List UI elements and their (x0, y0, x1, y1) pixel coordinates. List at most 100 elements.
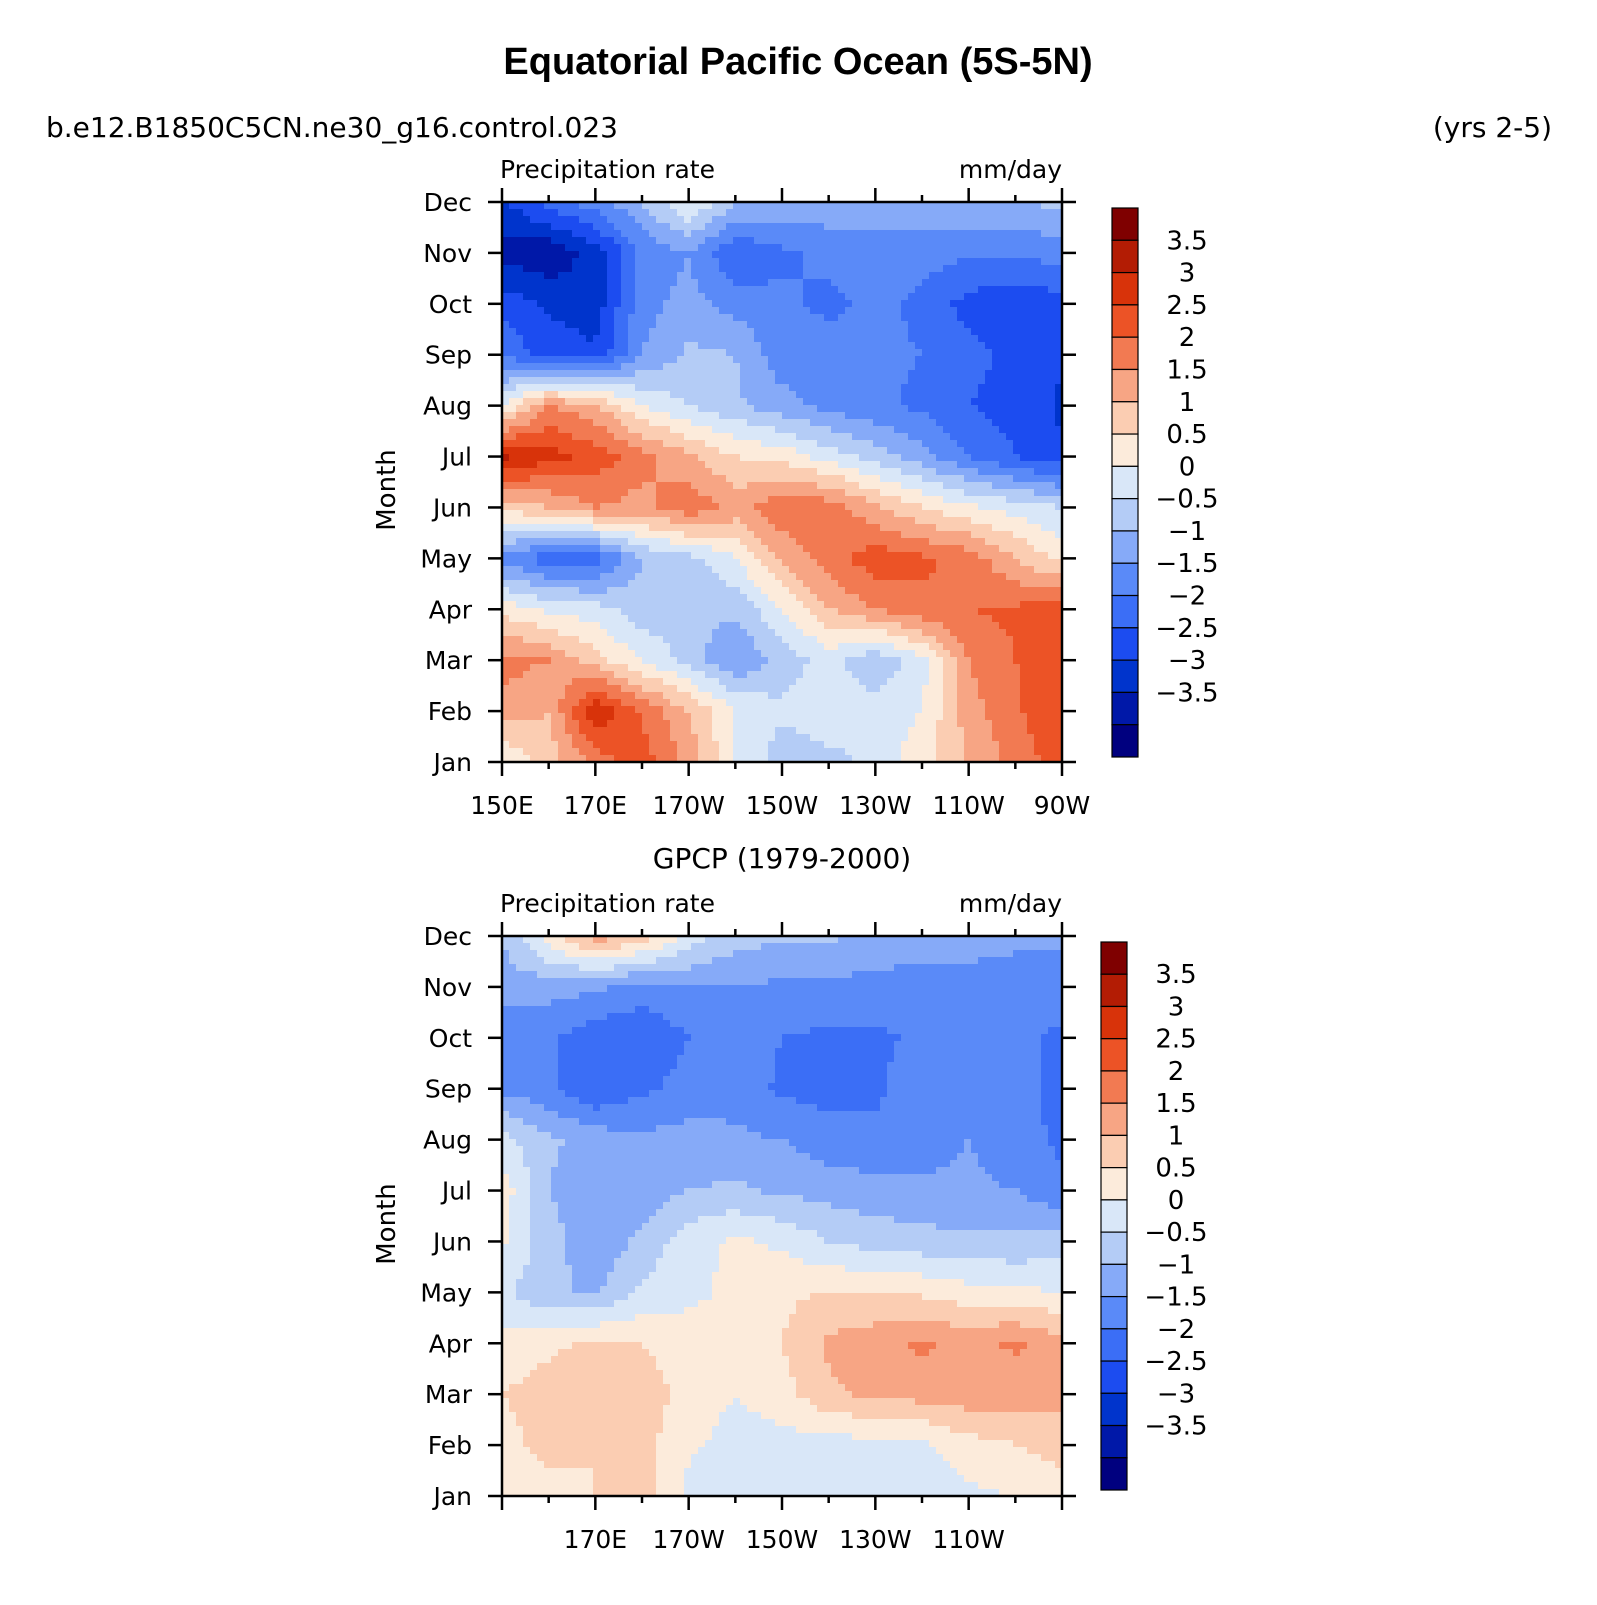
field-cell (663, 293, 671, 301)
field-cell (530, 475, 538, 483)
field-cell (957, 321, 965, 329)
field-cell (523, 265, 531, 273)
field-cell (726, 580, 734, 588)
field-cell (684, 545, 692, 553)
field-cell (1020, 272, 1028, 280)
field-cell (537, 510, 545, 518)
field-cell (537, 293, 545, 301)
field-cell (936, 391, 944, 399)
field-cell (950, 615, 958, 623)
field-cell (859, 384, 867, 392)
field-cell (852, 524, 860, 532)
field-cell (537, 342, 545, 350)
field-cell (992, 377, 1000, 385)
field-cell (551, 223, 559, 231)
field-cell (502, 622, 510, 630)
field-cell (824, 272, 832, 280)
field-cell (824, 419, 832, 427)
field-cell (670, 293, 678, 301)
field-cell (544, 223, 552, 231)
field-cell (775, 531, 783, 539)
field-cell (740, 489, 748, 497)
field-cell (691, 587, 699, 595)
field-cell (1055, 202, 1063, 210)
field-cell (894, 286, 902, 294)
field-cell (684, 482, 692, 490)
field-cell (845, 321, 853, 329)
field-cell (537, 461, 545, 469)
field-cell (964, 538, 972, 546)
field-cell (915, 307, 923, 315)
field-cell (705, 321, 713, 329)
field-cell (999, 580, 1007, 588)
field-cell (754, 496, 762, 504)
field-cell (866, 237, 874, 245)
field-cell (1041, 559, 1049, 567)
field-cell (1027, 370, 1035, 378)
field-cell (726, 237, 734, 245)
field-cell (768, 363, 776, 371)
field-cell (502, 349, 510, 357)
field-cell (768, 300, 776, 308)
field-cell (600, 468, 608, 476)
field-cell (635, 615, 643, 623)
field-cell (572, 307, 580, 315)
field-cell (698, 391, 706, 399)
field-cell (964, 335, 972, 343)
field-cell (1020, 384, 1028, 392)
field-cell (586, 580, 594, 588)
field-cell (607, 405, 615, 413)
field-cell (768, 370, 776, 378)
field-cell (537, 321, 545, 329)
field-cell (740, 433, 748, 441)
field-cell (978, 545, 986, 553)
field-cell (670, 412, 678, 420)
field-cell (943, 468, 951, 476)
field-cell (845, 524, 853, 532)
field-cell (593, 405, 601, 413)
field-cell (579, 405, 587, 413)
field-cell (719, 503, 727, 511)
field-cell (782, 370, 790, 378)
field-cell (789, 615, 797, 623)
field-cell (726, 559, 734, 567)
field-cell (992, 349, 1000, 357)
field-cell (663, 300, 671, 308)
field-cell (740, 475, 748, 483)
field-cell (691, 566, 699, 574)
field-cell (530, 216, 538, 224)
field-cell (502, 433, 510, 441)
field-cell (530, 531, 538, 539)
field-cell (1013, 531, 1021, 539)
field-cell (866, 531, 874, 539)
year-range: (yrs 2-5) (1433, 111, 1552, 144)
field-cell (852, 363, 860, 371)
field-cell (796, 412, 804, 420)
field-cell (572, 349, 580, 357)
field-cell (999, 279, 1007, 287)
field-cell (887, 356, 895, 364)
field-cell (663, 454, 671, 462)
field-cell (698, 279, 706, 287)
field-cell (887, 517, 895, 525)
field-cell (579, 496, 587, 504)
field-cell (761, 335, 769, 343)
field-cell (684, 209, 692, 217)
field-cell (880, 321, 888, 329)
field-cell (621, 433, 629, 441)
field-cell (943, 216, 951, 224)
field-cell (593, 363, 601, 371)
field-cell (719, 335, 727, 343)
field-cell (656, 209, 664, 217)
field-cell (901, 475, 909, 483)
field-cell (642, 377, 650, 385)
field-cell (831, 321, 839, 329)
field-cell (642, 426, 650, 434)
field-cell (733, 307, 741, 315)
field-cell (586, 475, 594, 483)
field-cell (691, 468, 699, 476)
field-cell (768, 461, 776, 469)
field-cell (516, 475, 524, 483)
field-cell (1006, 489, 1014, 497)
field-cell (747, 209, 755, 217)
